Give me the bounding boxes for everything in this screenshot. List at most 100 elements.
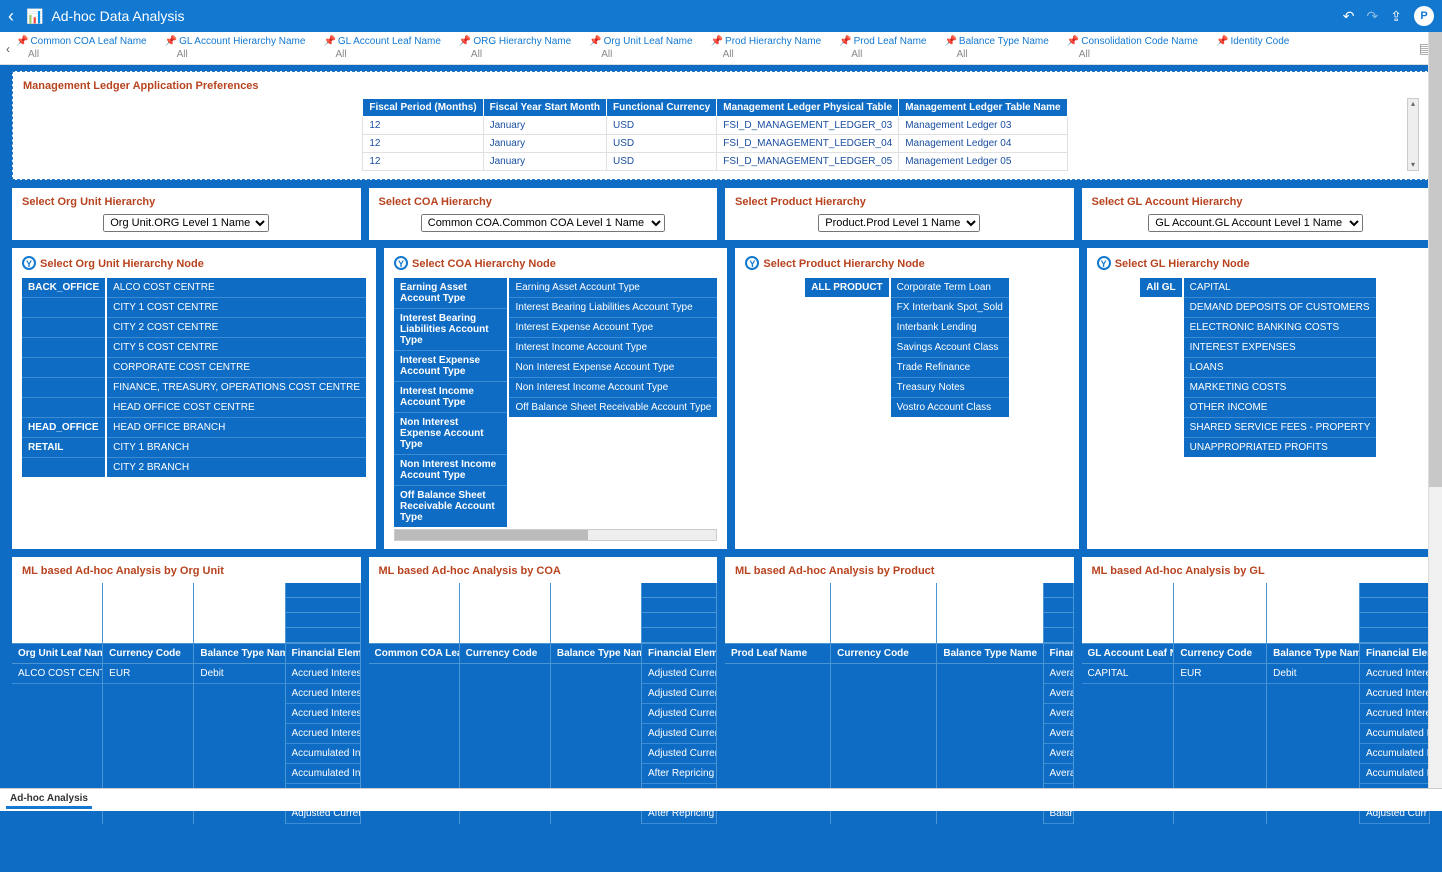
- node-left-cell[interactable]: Interest Income Account Type: [394, 382, 507, 413]
- ml-cell[interactable]: Adjusted Current: [642, 744, 716, 764]
- ml-cell[interactable]: Debit: [194, 664, 284, 684]
- coa-hscroll[interactable]: [394, 529, 717, 541]
- filter-icon[interactable]: Y: [1097, 256, 1111, 270]
- ml-cell[interactable]: Accrued Interest: [286, 684, 360, 704]
- filter-item[interactable]: 📌Org Unit Leaf NameAll: [589, 36, 692, 60]
- node-left-cell[interactable]: BACK_OFFICE: [22, 278, 105, 298]
- node-right-cell[interactable]: Earning Asset Account Type: [509, 278, 717, 298]
- ml-cell[interactable]: Avera: [1044, 744, 1073, 764]
- ml-header[interactable]: Balance Type Name: [551, 643, 641, 664]
- node-right-cell[interactable]: LOANS: [1184, 358, 1377, 378]
- pref-header[interactable]: Fiscal Period (Months): [363, 99, 483, 117]
- ml-cell[interactable]: Avera: [1044, 704, 1073, 724]
- pref-header[interactable]: Fiscal Year Start Month: [483, 99, 606, 117]
- node-left-cell[interactable]: HEAD_OFFICE: [22, 418, 105, 438]
- node-left-cell[interactable]: Earning Asset Account Type: [394, 278, 507, 309]
- ml-header[interactable]: Balance Type Name: [194, 643, 284, 664]
- node-left-cell[interactable]: Interest Expense Account Type: [394, 351, 507, 382]
- filter-item[interactable]: 📌GL Account Leaf NameAll: [323, 36, 440, 60]
- filter-item[interactable]: 📌Consolidation Code NameAll: [1067, 36, 1198, 60]
- ml-cell[interactable]: Accrued Interest: [286, 664, 360, 684]
- ml-cell[interactable]: Avera: [1044, 684, 1073, 704]
- node-left-cell[interactable]: ALL PRODUCT: [805, 278, 888, 297]
- ml-cell[interactable]: Adjusted Current: [642, 684, 716, 704]
- ml-cell[interactable]: Debit: [1267, 664, 1359, 684]
- ml-cell[interactable]: Accrued Interest: [286, 704, 360, 724]
- node-left-cell[interactable]: Non Interest Expense Account Type: [394, 413, 507, 455]
- ml-cell[interactable]: Accumulated Inte: [286, 744, 360, 764]
- pref-header[interactable]: Management Ledger Physical Table: [717, 99, 899, 117]
- ml-cell[interactable]: Accumulated Inte: [286, 764, 360, 784]
- ml-cell[interactable]: After Repricing G: [642, 764, 716, 784]
- node-right-cell[interactable]: Interest Bearing Liabilities Account Typ…: [509, 298, 717, 318]
- node-right-cell[interactable]: Interest Income Account Type: [509, 338, 717, 358]
- ml-header[interactable]: Prod Leaf Name: [725, 643, 830, 664]
- node-right-cell[interactable]: Trade Refinance: [891, 358, 1009, 378]
- node-left-cell[interactable]: Interest Bearing Liabilities Account Typ…: [394, 309, 507, 351]
- node-right-cell[interactable]: CITY 1 BRANCH: [107, 438, 366, 458]
- ml-header[interactable]: Balance Type Name: [1267, 643, 1359, 664]
- node-right-cell[interactable]: INTEREST EXPENSES: [1184, 338, 1377, 358]
- ml-cell[interactable]: Adjusted Current: [642, 724, 716, 744]
- node-right-cell[interactable]: ELECTRONIC BANKING COSTS: [1184, 318, 1377, 338]
- ml-cell[interactable]: EUR: [1174, 664, 1266, 684]
- filter-icon[interactable]: Y: [394, 256, 408, 270]
- pref-row[interactable]: 12JanuaryUSDFSI_D_MANAGEMENT_LEDGER_05Ma…: [363, 153, 1067, 171]
- ml-header[interactable]: Financial Elemen: [286, 643, 360, 664]
- node-right-cell[interactable]: DEMAND DEPOSITS OF CUSTOMERS: [1184, 298, 1377, 318]
- filter-item[interactable]: 📌Common COA Leaf NameAll: [16, 36, 147, 60]
- ml-header[interactable]: Org Unit Leaf Name: [12, 643, 102, 664]
- collapse-filters-icon[interactable]: ‹: [6, 42, 10, 56]
- node-right-cell[interactable]: Treasury Notes: [891, 378, 1009, 398]
- ml-cell[interactable]: Accumulated I: [1360, 764, 1429, 784]
- ml-cell[interactable]: ALCO COST CENTRE: [12, 664, 102, 684]
- node-left-cell[interactable]: [22, 318, 105, 338]
- filter-item[interactable]: 📌GL Account Hierarchy NameAll: [165, 36, 306, 60]
- node-left-cell[interactable]: [22, 398, 105, 418]
- org-hierarchy-select[interactable]: Org Unit.ORG Level 1 Name: [103, 214, 269, 232]
- node-right-cell[interactable]: Non Interest Expense Account Type: [509, 358, 717, 378]
- pref-scrollbar[interactable]: ▴ ▾: [1407, 98, 1419, 171]
- node-right-cell[interactable]: CITY 2 COST CENTRE: [107, 318, 366, 338]
- filter-icon[interactable]: Y: [22, 256, 36, 270]
- filter-icon[interactable]: Y: [745, 256, 759, 270]
- pref-header[interactable]: Management Ledger Table Name: [899, 99, 1067, 117]
- node-right-cell[interactable]: CORPORATE COST CENTRE: [107, 358, 366, 378]
- filter-item[interactable]: 📌Balance Type NameAll: [944, 36, 1048, 60]
- ml-header[interactable]: Common COA Leaf Name: [369, 643, 459, 664]
- node-right-cell[interactable]: MARKETING COSTS: [1184, 378, 1377, 398]
- node-right-cell[interactable]: Off Balance Sheet Receivable Account Typ…: [509, 398, 717, 417]
- ml-cell[interactable]: Accumulated I: [1360, 724, 1429, 744]
- node-right-cell[interactable]: ALCO COST CENTRE: [107, 278, 366, 298]
- back-icon[interactable]: ‹: [8, 6, 14, 27]
- node-left-cell[interactable]: [22, 378, 105, 398]
- node-right-cell[interactable]: Interbank Lending: [891, 318, 1009, 338]
- node-left-cell[interactable]: All GL: [1140, 278, 1181, 297]
- filter-item[interactable]: 📌Prod Hierarchy NameAll: [711, 36, 822, 60]
- ml-cell[interactable]: EUR: [103, 664, 193, 684]
- node-left-cell[interactable]: [22, 298, 105, 318]
- node-right-cell[interactable]: HEAD OFFICE BRANCH: [107, 418, 366, 438]
- export-icon[interactable]: ⇪: [1390, 8, 1402, 25]
- node-right-cell[interactable]: CITY 2 BRANCH: [107, 458, 366, 477]
- node-right-cell[interactable]: FX Interbank Spot_Sold: [891, 298, 1009, 318]
- coa-hierarchy-select[interactable]: Common COA.Common COA Level 1 Name: [421, 214, 665, 232]
- filter-item[interactable]: 📌Identity Code: [1216, 36, 1289, 60]
- node-left-cell[interactable]: Non Interest Income Account Type: [394, 455, 507, 486]
- node-left-cell[interactable]: [22, 338, 105, 358]
- node-right-cell[interactable]: Savings Account Class: [891, 338, 1009, 358]
- node-right-cell[interactable]: Vostro Account Class: [891, 398, 1009, 417]
- ml-header[interactable]: GL Account Leaf Name: [1082, 643, 1174, 664]
- ml-cell[interactable]: Avera: [1044, 664, 1073, 684]
- ml-cell[interactable]: Accrued Intere: [1360, 704, 1429, 724]
- ml-cell[interactable]: Avera: [1044, 724, 1073, 744]
- pref-header[interactable]: Functional Currency: [607, 99, 717, 117]
- node-right-cell[interactable]: SHARED SERVICE FEES - PROPERTY: [1184, 418, 1377, 438]
- ml-header[interactable]: Financial Elemen: [642, 643, 716, 664]
- ml-cell[interactable]: Accumulated I: [1360, 744, 1429, 764]
- main-scrollbar[interactable]: [1428, 32, 1442, 791]
- ml-cell[interactable]: CAPITAL: [1082, 664, 1174, 684]
- avatar[interactable]: P: [1414, 6, 1434, 26]
- pref-row[interactable]: 12JanuaryUSDFSI_D_MANAGEMENT_LEDGER_03Ma…: [363, 117, 1067, 135]
- node-right-cell[interactable]: CITY 1 COST CENTRE: [107, 298, 366, 318]
